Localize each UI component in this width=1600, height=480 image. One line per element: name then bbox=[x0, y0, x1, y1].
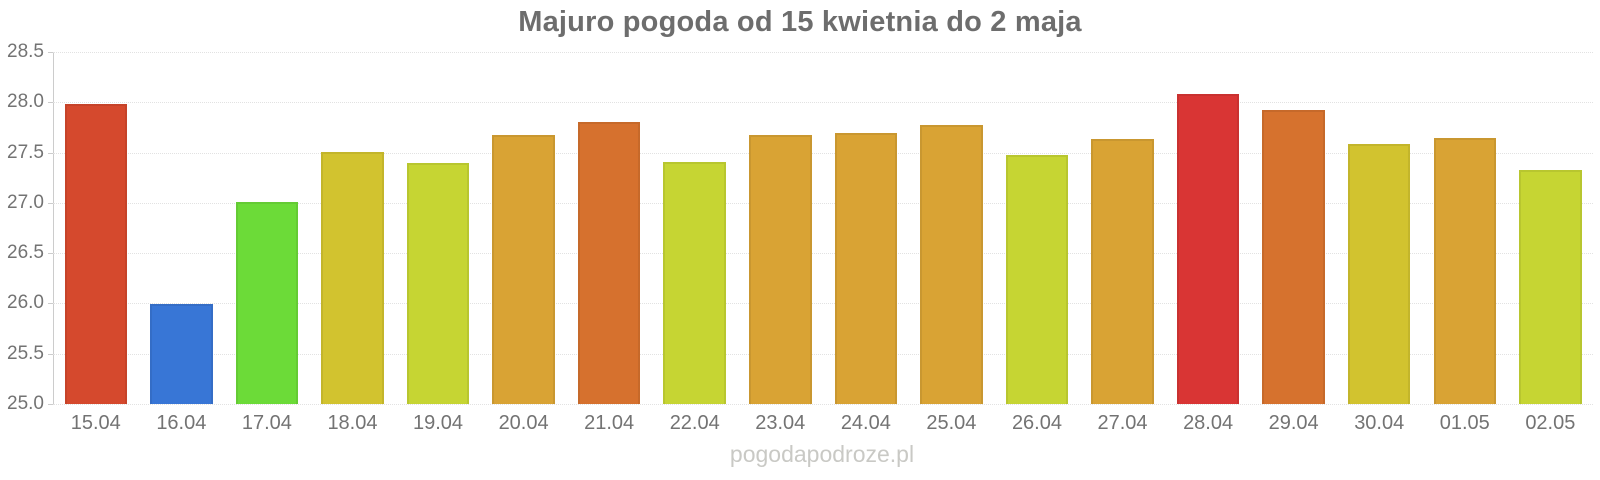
temperature-bar-17.04 bbox=[235, 201, 299, 404]
bar-band bbox=[481, 52, 567, 404]
bar-band bbox=[395, 52, 481, 404]
watermark-text: pogodapodroze.pl bbox=[729, 441, 915, 467]
x-axis-tick-label: 24.04 bbox=[840, 412, 891, 434]
y-axis-tick bbox=[48, 353, 53, 355]
y-axis-tick-label: 28.0 bbox=[7, 91, 44, 113]
bar-band bbox=[1336, 52, 1422, 404]
y-axis-tick-label: 25.5 bbox=[7, 342, 44, 364]
gridline bbox=[53, 102, 1593, 104]
x-axis-tick-label: 23.04 bbox=[755, 412, 806, 434]
bar-band bbox=[1422, 52, 1508, 404]
temperature-bar-29.04 bbox=[1262, 110, 1325, 404]
x-axis-tick-label: 02.05 bbox=[1525, 412, 1576, 434]
x-axis-tick-label: 15.04 bbox=[70, 412, 121, 434]
bar-band bbox=[224, 52, 310, 404]
bar-band bbox=[139, 52, 225, 404]
bar-band bbox=[994, 52, 1080, 404]
x-axis-tick-label: 20.04 bbox=[498, 412, 549, 434]
temperature-bar-19.04 bbox=[406, 162, 470, 404]
x-axis-tick-label: 30.04 bbox=[1354, 412, 1405, 434]
gridline bbox=[53, 152, 1593, 154]
temperature-bar-20.04 bbox=[492, 135, 555, 404]
x-axis-tick-label: 17.04 bbox=[241, 412, 292, 434]
x-axis-tick-label: 25.04 bbox=[926, 412, 977, 434]
x-axis-tick-label: 27.04 bbox=[1097, 412, 1148, 434]
temperature-bar-22.04 bbox=[663, 161, 726, 404]
y-axis-tick-label: 28.5 bbox=[7, 41, 44, 62]
x-axis-tick-label: 18.04 bbox=[327, 412, 378, 434]
x-axis-tick-label: 28.04 bbox=[1183, 412, 1234, 434]
x-axis-tick-label: 22.04 bbox=[669, 412, 720, 434]
x-axis-tick-label: 21.04 bbox=[584, 412, 635, 434]
plot-area: 28.5 28.0 27.5 27.0 26.5 26.0 25.5 25.0 15.04 16.… bbox=[7, 41, 1593, 434]
y-axis-tick bbox=[48, 152, 53, 154]
gridline bbox=[53, 202, 1593, 204]
gridline bbox=[53, 353, 1593, 355]
temperature-bar-27.04 bbox=[1091, 138, 1154, 404]
bars-row bbox=[53, 52, 1593, 404]
gridline bbox=[53, 404, 1593, 405]
temperature-bar-02.05 bbox=[1519, 169, 1582, 404]
y-axis-tick bbox=[48, 52, 53, 53]
y-axis-tick bbox=[48, 303, 53, 305]
bar-band bbox=[1251, 52, 1337, 404]
x-axis-labels: 15.04 16.04 17.04 18.04 19.04 20.04 21.04 22.04… bbox=[53, 404, 1593, 435]
temperature-bar-25.04 bbox=[920, 125, 983, 404]
temperature-bar-28.04 bbox=[1176, 94, 1240, 404]
bar-band bbox=[652, 52, 738, 404]
bar-band bbox=[1080, 52, 1166, 404]
gridline bbox=[53, 253, 1593, 255]
temperature-bar-16.04 bbox=[150, 304, 213, 404]
bar-band bbox=[1508, 52, 1594, 404]
temperature-bar-18.04 bbox=[321, 151, 384, 404]
x-axis-tick-label: 26.04 bbox=[1011, 412, 1062, 434]
y-axis-tick bbox=[48, 253, 53, 255]
temperature-bar-23.04 bbox=[749, 135, 812, 404]
x-axis-tick-label: 01.05 bbox=[1439, 412, 1490, 434]
y-axis-tick-label: 26.5 bbox=[7, 242, 44, 264]
bar-band bbox=[566, 52, 652, 404]
bar-band bbox=[1165, 52, 1251, 404]
y-axis-tick-label: 25.0 bbox=[7, 393, 44, 414]
temperature-bar-15.04 bbox=[64, 104, 127, 404]
gridline bbox=[53, 52, 1593, 53]
chart-title: Majuro pogoda od 15 kwietnia do 2 maja bbox=[518, 6, 1082, 38]
y-axis-tick-label: 27.0 bbox=[7, 191, 44, 213]
y-axis-tick bbox=[48, 102, 53, 104]
bar-band bbox=[310, 52, 396, 404]
bar-band bbox=[53, 52, 139, 404]
x-axis-tick-label: 16.04 bbox=[156, 412, 207, 434]
gridline bbox=[53, 303, 1593, 305]
x-axis-tick-label: 19.04 bbox=[413, 412, 464, 434]
y-axis-line bbox=[53, 52, 54, 404]
temperature-bar-21.04 bbox=[577, 122, 641, 404]
y-axis-tick bbox=[48, 404, 53, 405]
temperature-bar-26.04 bbox=[1005, 154, 1069, 404]
x-axis-tick-label: 29.04 bbox=[1268, 412, 1319, 434]
bar-band bbox=[823, 52, 909, 404]
y-axis-tick bbox=[48, 202, 53, 204]
bar-band bbox=[738, 52, 824, 404]
temperature-bar-01.05 bbox=[1433, 137, 1496, 404]
y-axis-tick-label: 27.5 bbox=[7, 141, 44, 163]
bar-band bbox=[909, 52, 995, 404]
temperature-bar-30.04 bbox=[1347, 143, 1411, 404]
temperature-bar-24.04 bbox=[834, 133, 898, 404]
y-axis-tick-label: 26.0 bbox=[7, 292, 44, 314]
